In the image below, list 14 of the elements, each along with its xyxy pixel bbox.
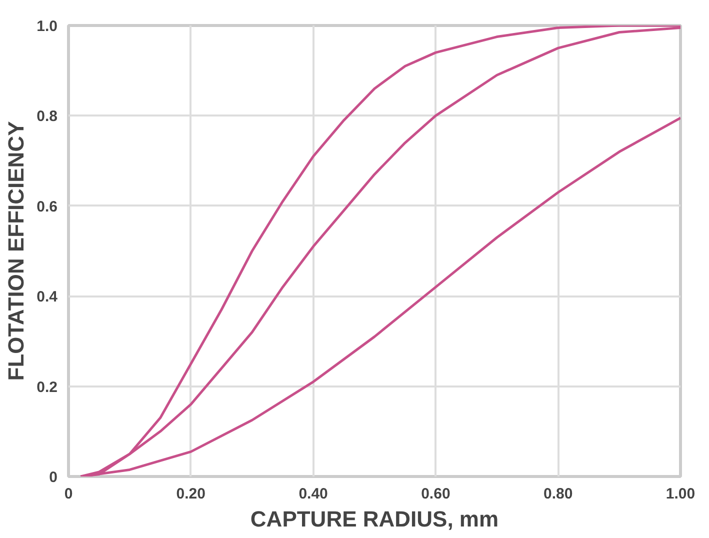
- y-tick-label: 0.4: [36, 288, 58, 306]
- x-axis-title: CAPTURE RADIUS, mm: [250, 506, 499, 532]
- y-tick-label: 0.2: [36, 378, 58, 396]
- x-tick-label: 0.20: [176, 486, 206, 502]
- y-tick-label: 1.0: [36, 18, 58, 35]
- x-tick-label: 0.60: [421, 486, 450, 502]
- x-tick-label: 0.40: [298, 486, 328, 502]
- y-tick-label: 0.6: [36, 198, 58, 216]
- y-tick-label: 0.8: [36, 108, 58, 126]
- x-tick-label: 0.80: [544, 486, 573, 502]
- x-tick-label: 0: [64, 486, 73, 502]
- x-tick-label: 1.00: [666, 486, 696, 502]
- y-axis-title: FLOTATION EFFICIENCY: [4, 120, 29, 381]
- y-tick-label: 0: [49, 469, 58, 486]
